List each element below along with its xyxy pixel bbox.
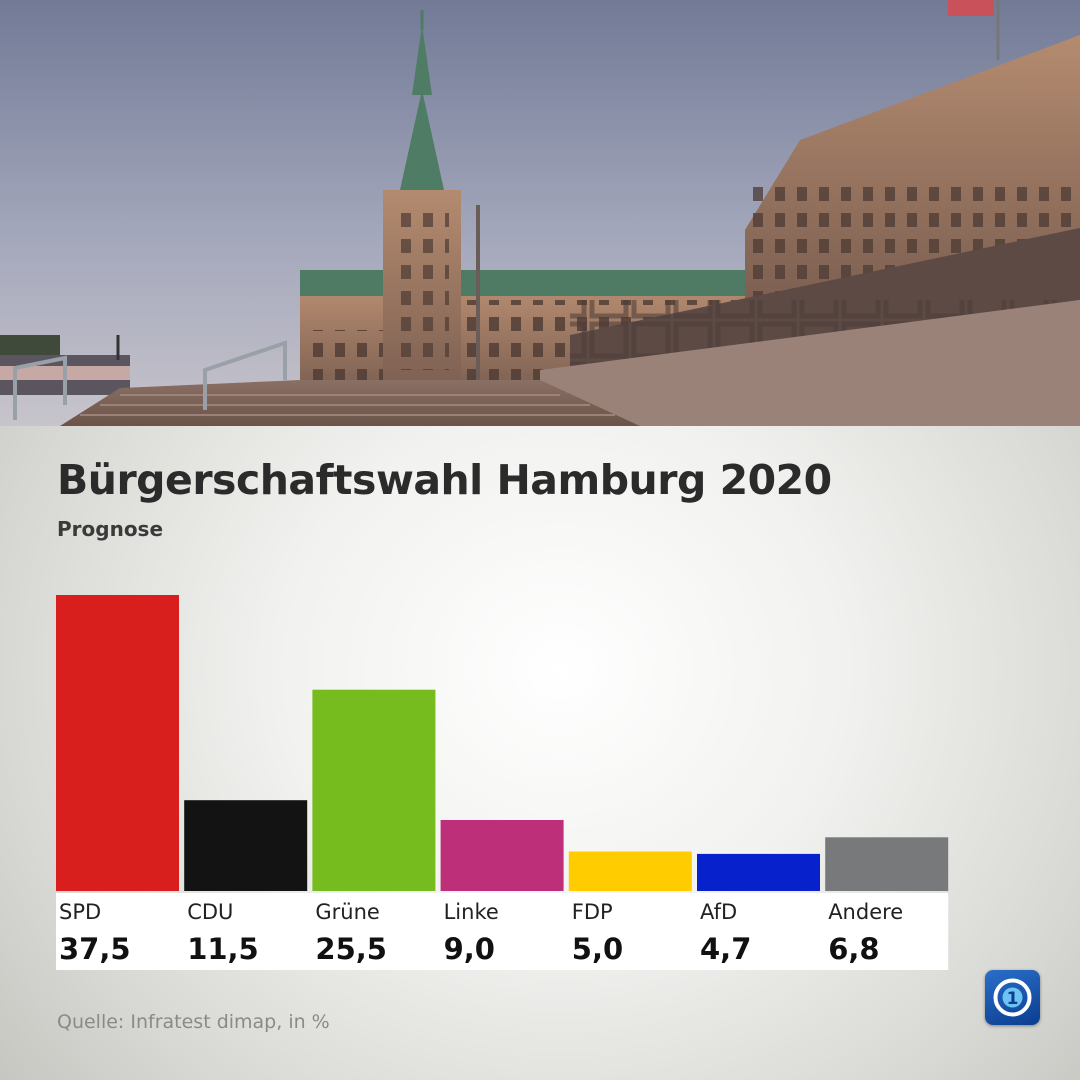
source-note: Quelle: Infratest dimap, in % [57,1011,330,1033]
value-label-fdp: 5,0 [572,932,623,966]
chart-subtitle: Prognose [57,517,164,541]
chart-title: Bürgerschaftswahl Hamburg 2020 [57,456,832,504]
category-label-linke: Linke [444,900,499,924]
value-label-afd: 4,7 [700,932,751,966]
bar-spd [56,595,179,891]
bar-fdp [568,851,692,891]
ard-1-logo-glyph: 1 [1007,989,1019,1009]
category-label-gr-ne: Grüne [315,900,379,924]
chart-label-panel [56,893,949,970]
category-label-andere: Andere [828,900,903,924]
bar-andere [825,837,949,891]
value-label-cdu: 11,5 [187,932,259,966]
bar-linke [440,820,564,891]
ard-1-logo-icon: 1 [985,970,1040,1025]
value-label-andere: 6,8 [828,932,879,966]
category-label-spd: SPD [59,900,101,924]
category-label-cdu: CDU [187,900,233,924]
category-label-afd: AfD [700,900,737,924]
header-photo-city-hall [0,0,1080,426]
value-label-linke: 9,0 [444,932,495,966]
bar-cdu [184,800,308,891]
bar-gr-ne [312,689,436,891]
value-label-spd: 37,5 [59,932,131,966]
category-label-fdp: FDP [572,900,613,924]
bar-afd [697,853,820,891]
value-label-gr-ne: 25,5 [315,932,387,966]
